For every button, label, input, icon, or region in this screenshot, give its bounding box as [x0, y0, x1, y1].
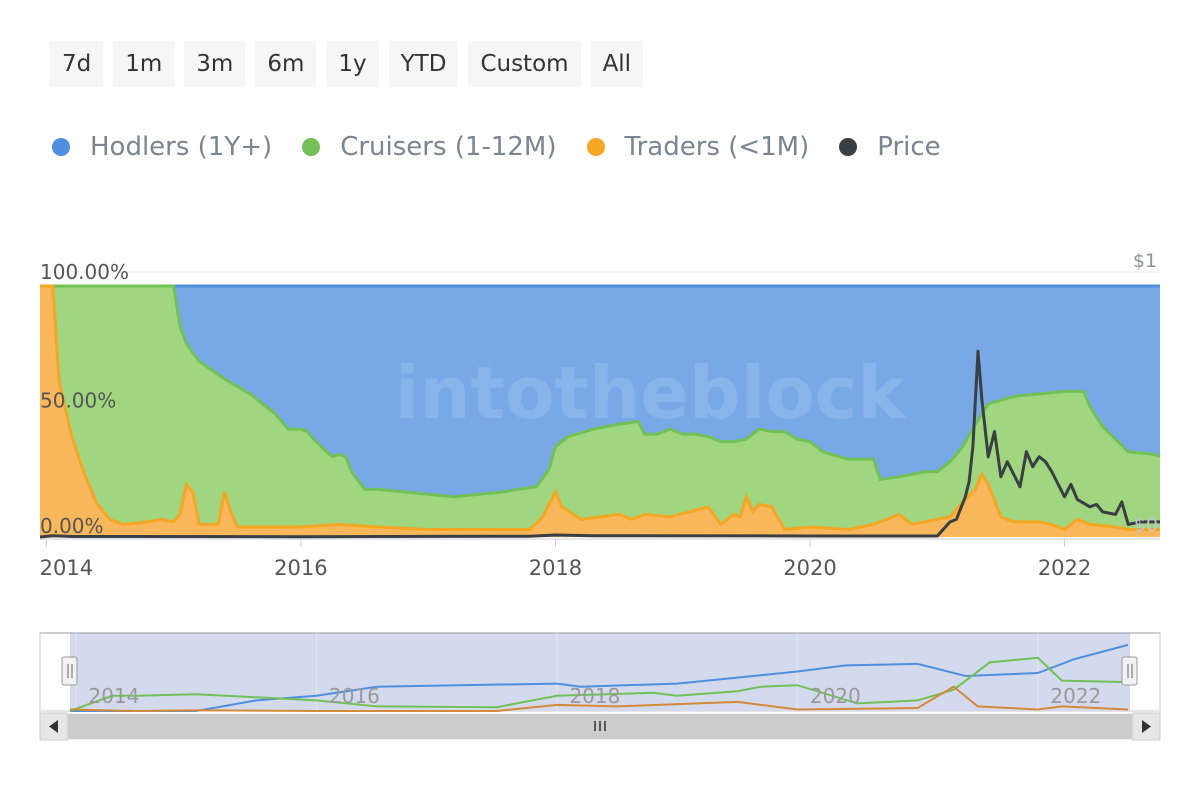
navigator-tick-label: 2016	[329, 684, 380, 708]
range-button-6m[interactable]: 6m	[255, 41, 317, 87]
y-tick-label: 0.00%	[40, 514, 104, 538]
legend-label: Cruisers (1-12M)	[340, 132, 557, 162]
line-price	[39, 349, 1160, 539]
navigator-handle-right[interactable]	[1121, 656, 1138, 686]
scrollbar-thumb[interactable]	[68, 714, 1132, 739]
legend-label: Traders (<1M)	[624, 132, 810, 162]
range-button-3m[interactable]: 3m	[184, 41, 246, 87]
legend-dot-icon	[52, 138, 70, 156]
main-chart: intotheblock 0.00% 50.00% 100.00% $1 $0 2014 20…	[39, 250, 1161, 580]
x-tick-label: 2018	[529, 556, 582, 580]
arrow-right-icon	[1142, 720, 1151, 733]
y-right-tick-label: $0	[1134, 514, 1158, 536]
range-button-7d[interactable]: 7d	[50, 41, 104, 87]
legend-dot-icon	[839, 138, 858, 156]
watermark-logo: intotheblock	[395, 351, 908, 435]
line-cruisers	[40, 284, 1161, 499]
legend: Hodlers (1Y+) Cruisers (1-12M) Traders (<1…	[52, 132, 971, 162]
navigator-line-hodlers	[70, 643, 1129, 712]
x-tick-label: 2016	[274, 556, 327, 580]
area-cruisers	[40, 286, 1160, 537]
line-traders	[40, 284, 1160, 532]
range-button-1y[interactable]: 1y	[326, 41, 379, 87]
range-button-all[interactable]: All	[590, 41, 644, 87]
navigator-tick-label: 2022	[1050, 684, 1101, 708]
x-tick-label: 2020	[783, 556, 836, 580]
range-button-ytd[interactable]: YTD	[388, 41, 459, 87]
y-tick-label: 100.00%	[40, 260, 129, 284]
x-tick-label: 2014	[40, 556, 93, 580]
navigator-tick-label: 2020	[810, 684, 861, 708]
navigator-handle-left[interactable]	[61, 656, 78, 686]
legend-dot-icon	[586, 138, 605, 156]
legend-item-cruisers[interactable]: Cruisers (1-12M)	[302, 132, 557, 162]
legend-item-hodlers[interactable]: Hodlers (1Y+)	[52, 132, 272, 162]
range-selector: 7d 1m 3m 6m 1y YTD Custom All	[50, 41, 644, 87]
legend-dot-icon	[302, 138, 321, 156]
navigator-tick-label: 2014	[89, 684, 140, 708]
y-tick-label: 50.00%	[40, 389, 116, 413]
legend-label: Hodlers (1Y+)	[90, 132, 273, 162]
scroll-right-button[interactable]	[1132, 712, 1161, 741]
range-button-1m[interactable]: 1m	[113, 41, 175, 87]
y-right-tick-label: $1	[1133, 250, 1157, 272]
arrow-left-icon	[49, 720, 58, 733]
navigator[interactable]: 2014 2016 2018 2020 2022	[0, 625, 1200, 745]
scroll-left-button[interactable]	[39, 712, 68, 741]
x-tick-label: 2022	[1038, 556, 1091, 580]
legend-label: Price	[877, 132, 941, 162]
navigator-line-cruisers	[69, 656, 1129, 712]
navigator-line-traders	[69, 685, 1129, 713]
range-button-custom[interactable]: Custom	[468, 41, 581, 87]
navigator-tick-label: 2018	[569, 684, 620, 708]
legend-item-price[interactable]: Price	[839, 132, 941, 162]
legend-item-traders[interactable]: Traders (<1M)	[586, 132, 810, 162]
